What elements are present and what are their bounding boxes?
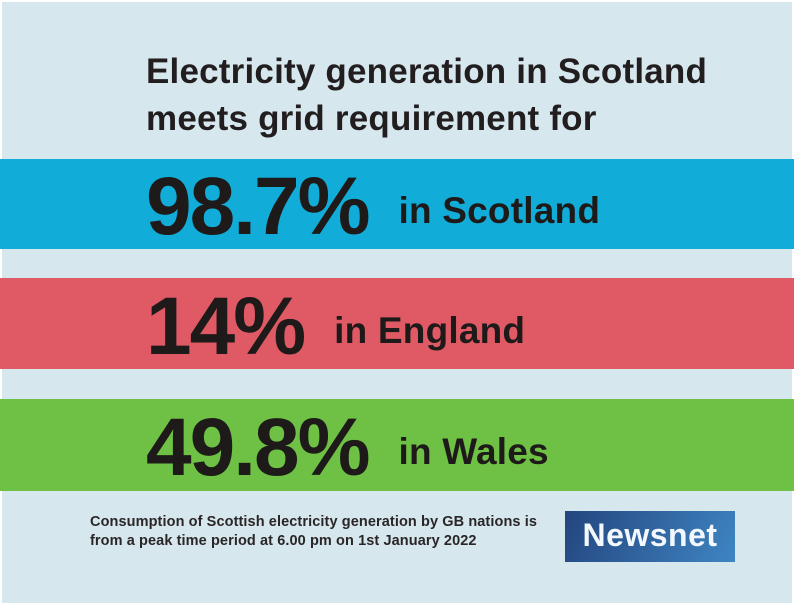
source-note-line-1: Consumption of Scottish electricity gene… — [90, 514, 537, 530]
title-line-1: Electricity generation in Scotland — [146, 52, 708, 91]
bar-england: 14% in England — [0, 278, 794, 369]
newsnet-logo: Newsnet — [565, 511, 735, 562]
source-note-line-2: from a peak time period at 6.00 pm on 1s… — [90, 533, 477, 549]
bar-wales: 49.8% in Wales — [0, 399, 794, 491]
scotland-percentage: 98.7% — [146, 161, 371, 252]
scotland-label: in Scotland — [398, 190, 601, 231]
wales-label: in Wales — [398, 431, 549, 472]
bar-scotland: 98.7% in Scotland — [0, 159, 794, 249]
wales-percentage: 49.8% — [146, 402, 371, 493]
england-percentage: 14% — [146, 280, 306, 372]
newsnet-logo-text: Newsnet — [582, 517, 718, 553]
infographic-title: Electricity generation in Scotland meets… — [146, 48, 707, 142]
title-line-2: meets grid requirement for — [146, 99, 597, 138]
source-note: Consumption of Scottish electricity gene… — [90, 513, 537, 551]
england-label: in England — [334, 309, 526, 351]
